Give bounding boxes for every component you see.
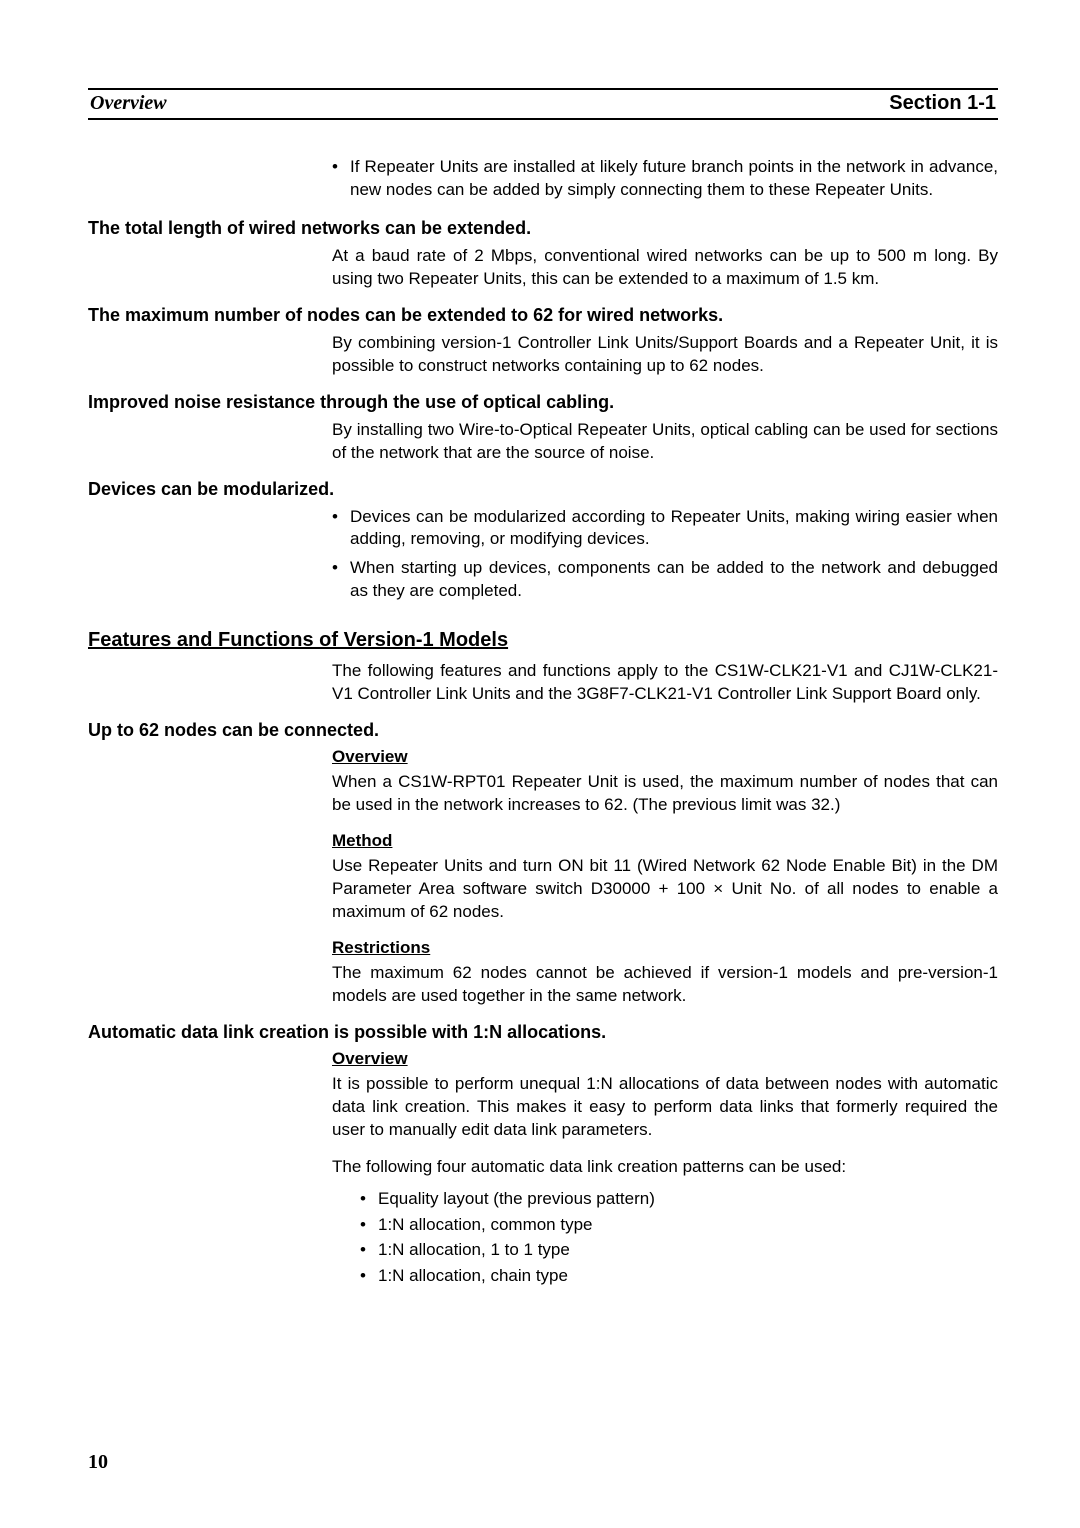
pattern-list: Equality layout (the previous pattern) 1… bbox=[360, 1186, 998, 1288]
page-number: 10 bbox=[88, 1451, 108, 1474]
heading-max-nodes: The maximum number of nodes can be exten… bbox=[88, 305, 998, 326]
heading-modular: Devices can be modularized. bbox=[88, 479, 998, 500]
subheading-overview: Overview bbox=[332, 747, 998, 767]
page-header: Overview Section 1-1 bbox=[88, 88, 998, 120]
heading-wired-length: The total length of wired networks can b… bbox=[88, 218, 998, 239]
paragraph: The following features and functions app… bbox=[332, 660, 998, 706]
subheading-overview-2: Overview bbox=[332, 1049, 998, 1069]
list-item: Devices can be modularized according to … bbox=[332, 506, 998, 552]
list-item: If Repeater Units are installed at likel… bbox=[332, 156, 998, 202]
list-item: When starting up devices, components can… bbox=[332, 557, 998, 603]
paragraph: At a baud rate of 2 Mbps, conventional w… bbox=[332, 245, 998, 291]
paragraph: The maximum 62 nodes cannot be achieved … bbox=[332, 962, 998, 1008]
list-item: 1:N allocation, common type bbox=[360, 1212, 998, 1238]
list-item: Equality layout (the previous pattern) bbox=[360, 1186, 998, 1212]
paragraph: Use Repeater Units and turn ON bit 11 (W… bbox=[332, 855, 998, 924]
subheading-restrictions: Restrictions bbox=[332, 938, 998, 958]
paragraph: By combining version-1 Controller Link U… bbox=[332, 332, 998, 378]
paragraph: The following four automatic data link c… bbox=[332, 1156, 998, 1179]
heading-noise: Improved noise resistance through the us… bbox=[88, 392, 998, 413]
list-item: 1:N allocation, 1 to 1 type bbox=[360, 1237, 998, 1263]
heading-62-nodes: Up to 62 nodes can be connected. bbox=[88, 720, 998, 741]
heading-auto-datalink: Automatic data link creation is possible… bbox=[88, 1022, 998, 1043]
paragraph: By installing two Wire-to-Optical Repeat… bbox=[332, 419, 998, 465]
page: Overview Section 1-1 If Repeater Units a… bbox=[0, 0, 1080, 1528]
header-section-label: Section 1-1 bbox=[889, 92, 996, 115]
paragraph: It is possible to perform unequal 1:N al… bbox=[332, 1073, 998, 1142]
paragraph: When a CS1W-RPT01 Repeater Unit is used,… bbox=[332, 771, 998, 817]
subheading-method: Method bbox=[332, 831, 998, 851]
list-item: 1:N allocation, chain type bbox=[360, 1263, 998, 1289]
intro-bullets: If Repeater Units are installed at likel… bbox=[332, 156, 998, 202]
section-title-features: Features and Functions of Version-1 Mode… bbox=[88, 629, 998, 652]
modular-bullets: Devices can be modularized according to … bbox=[332, 506, 998, 604]
header-left-label: Overview bbox=[90, 92, 167, 115]
